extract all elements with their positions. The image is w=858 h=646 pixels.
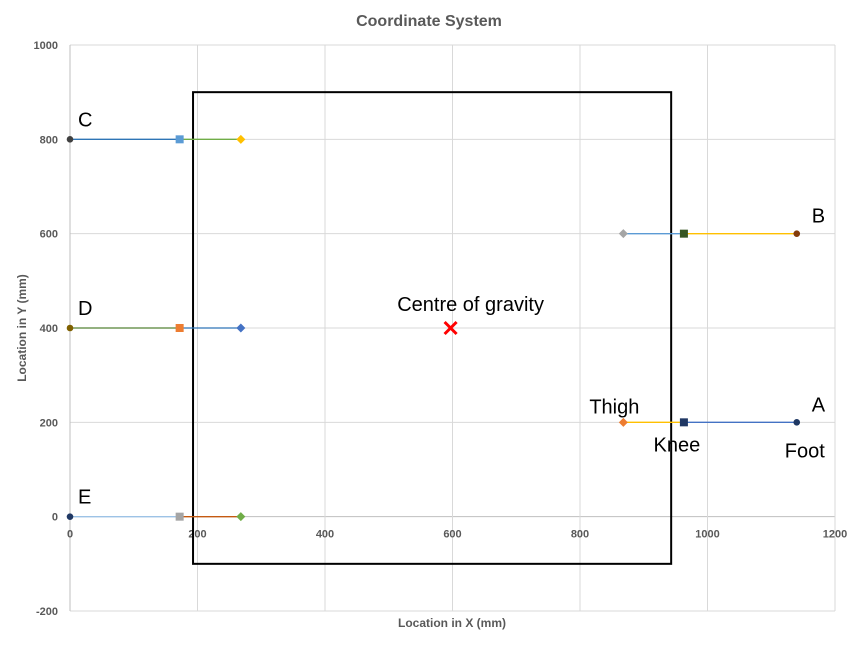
limb-series bbox=[66, 134, 801, 522]
x-tick-label: 1200 bbox=[823, 529, 847, 541]
y-tick-label: 800 bbox=[40, 134, 58, 146]
limb-e bbox=[66, 512, 246, 522]
limb-label: D bbox=[78, 298, 92, 320]
y-tick-label: 1000 bbox=[34, 40, 58, 52]
centre-of-gravity-marker bbox=[443, 320, 458, 336]
joint-point-square bbox=[679, 229, 688, 238]
limb-b bbox=[618, 229, 801, 239]
joint-point-square bbox=[175, 324, 184, 332]
x-tick-label: 1000 bbox=[695, 529, 719, 541]
joint-point-diamond bbox=[618, 229, 628, 239]
centre-of-gravity-label: Centre of gravity bbox=[397, 294, 544, 316]
chart-title: Coordinate System bbox=[356, 13, 502, 30]
joint-point-circle bbox=[66, 513, 74, 520]
joint-annotation-foot: Foot bbox=[785, 440, 825, 462]
limb-label: B bbox=[812, 206, 825, 228]
joint-point-square bbox=[679, 418, 688, 427]
y-tick-labels: -200 0 200 400 600 800 1000 bbox=[34, 40, 58, 618]
joint-point-circle bbox=[66, 136, 74, 143]
y-tick-label: -200 bbox=[36, 606, 58, 618]
y-tick-label: 0 bbox=[52, 512, 58, 524]
joint-point-square bbox=[175, 135, 184, 144]
joint-point-diamond bbox=[236, 323, 246, 333]
joint-annotation-thigh: Thigh bbox=[589, 396, 639, 418]
joint-point-diamond bbox=[618, 417, 628, 427]
joint-point-diamond bbox=[236, 512, 246, 522]
x-tick-label: 600 bbox=[443, 529, 461, 541]
joint-point-circle bbox=[793, 419, 801, 426]
x-axis-title: Location in X (mm) bbox=[398, 616, 506, 630]
y-tick-label: 600 bbox=[40, 229, 58, 241]
joint-point-circle bbox=[793, 230, 801, 237]
limb-c bbox=[66, 134, 246, 144]
limb-a bbox=[618, 417, 801, 427]
joint-annotation-knee: Knee bbox=[654, 434, 701, 456]
y-axis-title: Location in Y (mm) bbox=[15, 274, 29, 382]
limb-label: C bbox=[78, 109, 92, 131]
y-tick-label: 200 bbox=[40, 417, 58, 429]
joint-point-diamond bbox=[236, 134, 246, 144]
y-tick-label: 400 bbox=[40, 323, 58, 335]
limb-label: E bbox=[78, 487, 91, 509]
cog-stroke bbox=[443, 320, 458, 336]
x-tick-label: 200 bbox=[188, 529, 206, 541]
x-tick-label: 0 bbox=[67, 529, 73, 541]
x-tick-label: 400 bbox=[316, 529, 334, 541]
x-tick-labels: 0 200 400 600 800 1000 1200 bbox=[67, 529, 847, 541]
joint-point-square bbox=[175, 512, 184, 521]
x-tick-label: 800 bbox=[571, 529, 589, 541]
joint-point-circle bbox=[66, 324, 74, 332]
annotations: A B C D E Centre of gravity Thigh Knee Foot bbox=[78, 109, 826, 508]
limb-label: A bbox=[812, 394, 826, 416]
limb-d bbox=[66, 323, 246, 333]
